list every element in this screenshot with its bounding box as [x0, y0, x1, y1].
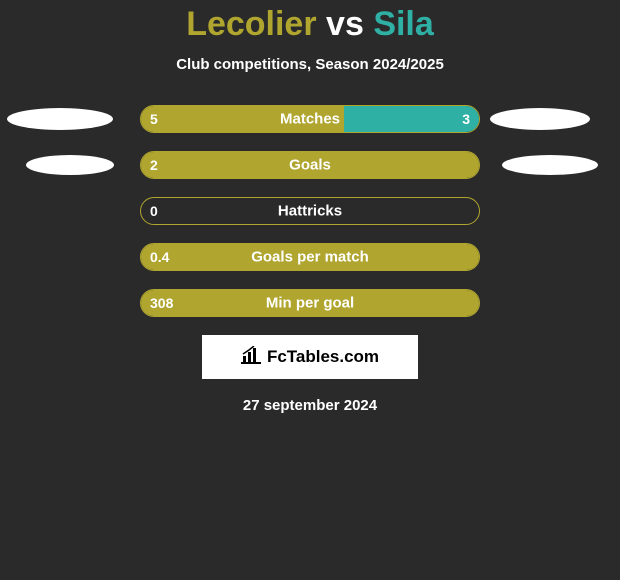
stat-rows: 5 3 Matches 2 Goals 0 Hattricks 0.4 Goals per ma… — [0, 105, 620, 317]
stat-row: 0 Hattricks — [0, 197, 620, 225]
stat-row: 2 Goals — [0, 151, 620, 179]
stat-label: Hattricks — [278, 203, 342, 220]
avatar-ellipse-left — [26, 155, 114, 175]
stat-label: Goals per match — [251, 249, 369, 266]
stat-row: 0.4 Goals per match — [0, 243, 620, 271]
vs-text: vs — [326, 5, 364, 43]
player2-name: Sila — [373, 5, 433, 43]
avatar-ellipse-right — [502, 155, 598, 175]
stat-value-left: 0 — [150, 203, 158, 219]
comparison-infographic: Lecolier vs Sila Club competitions, Seas… — [0, 0, 620, 414]
date-text: 27 september 2024 — [0, 397, 620, 414]
subtitle: Club competitions, Season 2024/2025 — [0, 56, 620, 73]
stat-value-left: 308 — [150, 295, 173, 311]
chart-icon — [241, 346, 261, 369]
avatar-ellipse-right — [490, 108, 590, 130]
stat-value-right: 3 — [462, 111, 470, 127]
stat-value-left: 2 — [150, 157, 158, 173]
stat-value-left: 5 — [150, 111, 158, 127]
stat-value-left: 0.4 — [150, 249, 169, 265]
bar-right-fill — [344, 106, 479, 132]
stat-row: 308 Min per goal — [0, 289, 620, 317]
stat-label: Min per goal — [266, 295, 354, 312]
logo-text: FcTables.com — [267, 347, 379, 367]
stat-row: 5 3 Matches — [0, 105, 620, 133]
logo-box: FcTables.com — [202, 335, 418, 379]
stat-label: Matches — [280, 111, 340, 128]
stat-label: Goals — [289, 157, 331, 174]
avatar-ellipse-left — [7, 108, 113, 130]
player1-name: Lecolier — [186, 5, 316, 43]
headline: Lecolier vs Sila — [0, 5, 620, 44]
